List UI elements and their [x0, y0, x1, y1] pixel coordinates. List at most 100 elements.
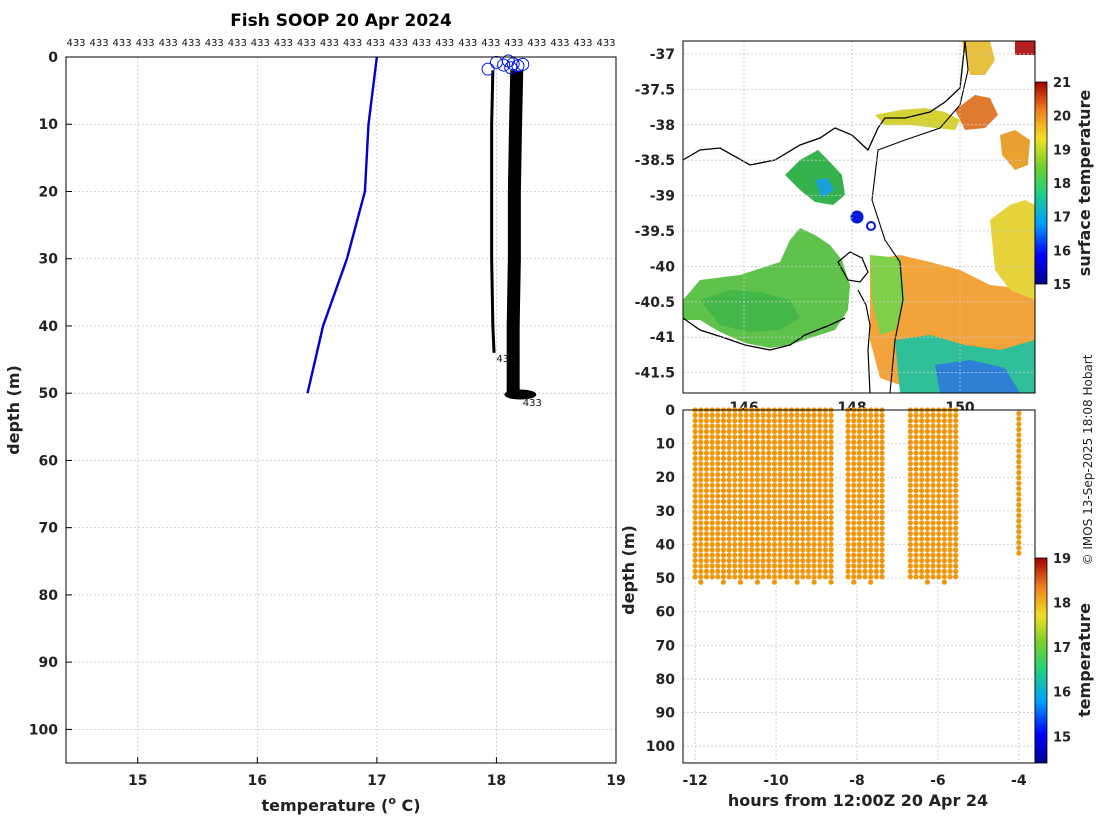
section-point [754, 477, 761, 483]
section-point [788, 466, 795, 472]
section-point [936, 445, 942, 451]
sst-patch-corner-red [1015, 41, 1035, 55]
section-point [737, 477, 744, 483]
section-point [879, 455, 885, 462]
section-point [862, 455, 868, 462]
section-point [720, 504, 727, 510]
section-point [913, 509, 919, 515]
section-point [794, 547, 800, 553]
section-point [732, 541, 738, 548]
section-point [1016, 491, 1022, 497]
section-point [924, 488, 930, 494]
sst-colorbar-tick-label: 19 [1053, 143, 1071, 158]
section-point [754, 482, 761, 488]
section-point [766, 428, 772, 435]
section-point [845, 547, 851, 553]
section-point [851, 579, 857, 585]
profile-top-label: 433 [251, 38, 270, 49]
section-point [800, 514, 806, 521]
section-point [862, 482, 868, 488]
section-point [873, 525, 879, 531]
section-point [783, 445, 789, 451]
section-point [777, 477, 783, 483]
section-point [941, 536, 947, 542]
section-point [805, 428, 812, 435]
section-point [709, 488, 715, 494]
section-point [822, 471, 829, 478]
section-point [732, 488, 738, 494]
section-point [941, 547, 947, 553]
section-point [692, 547, 698, 553]
section-point [794, 558, 800, 564]
section-point [811, 482, 817, 488]
section-point [709, 428, 715, 435]
section-point [873, 450, 879, 456]
section-y-axis-title: depth (m) [619, 525, 638, 615]
section-point [828, 423, 834, 429]
section-y-tick-label: 70 [656, 638, 676, 654]
section-point [941, 434, 947, 440]
section-point [868, 574, 874, 580]
section-point [851, 520, 857, 526]
section-point [811, 450, 817, 456]
section-point [930, 471, 936, 478]
profile-top-label: 433 [136, 38, 155, 49]
section-point [851, 461, 857, 467]
section-point [743, 514, 749, 521]
section-point [692, 531, 698, 537]
section-point [811, 418, 817, 424]
section-point [783, 455, 789, 462]
section-point [851, 525, 857, 531]
section-point [936, 418, 942, 424]
section-point [726, 455, 732, 462]
section-point [851, 412, 857, 418]
section-point [783, 482, 789, 488]
section-point [862, 568, 868, 574]
section-point [805, 455, 812, 462]
section-point [845, 531, 851, 537]
section-point [777, 531, 783, 537]
section-point [783, 520, 789, 526]
section-point [800, 418, 806, 424]
section-point [1016, 416, 1022, 422]
section-point [879, 525, 885, 531]
section-point [760, 412, 766, 418]
section-point [777, 461, 783, 467]
section-point [783, 423, 789, 429]
section-point [715, 541, 721, 548]
section-point [805, 558, 812, 564]
section-point [828, 514, 834, 521]
section-point [817, 563, 823, 569]
section-point [788, 428, 795, 435]
profile-x-tick-label: 15 [128, 773, 147, 789]
section-point [856, 455, 863, 462]
section-point [811, 547, 817, 553]
section-point [919, 563, 925, 569]
section-point [749, 482, 755, 488]
sst-patch-bass-strait-inner [700, 290, 800, 332]
section-point [947, 574, 953, 580]
temperature-colorbar-ticks: 15 16 17 18 19 [1053, 552, 1071, 745]
section-point [913, 568, 919, 574]
section-point [862, 509, 868, 515]
section-point [873, 466, 879, 472]
section-point [698, 450, 704, 456]
section-point [868, 461, 874, 467]
section-point [1016, 529, 1022, 535]
section-point [828, 563, 834, 569]
section-point [737, 488, 744, 494]
section-point [930, 568, 936, 574]
section-point [783, 504, 789, 510]
section-point [941, 423, 947, 429]
section-point [737, 563, 744, 569]
section-point [771, 455, 778, 462]
section-point [732, 450, 738, 456]
profile-y-tick-label: 90 [39, 655, 59, 671]
section-point [698, 509, 704, 515]
section-point [953, 498, 959, 505]
section-point [856, 493, 863, 499]
section-point [760, 531, 766, 537]
section-point [924, 482, 930, 488]
section-point [947, 445, 953, 451]
section-point [856, 531, 863, 537]
